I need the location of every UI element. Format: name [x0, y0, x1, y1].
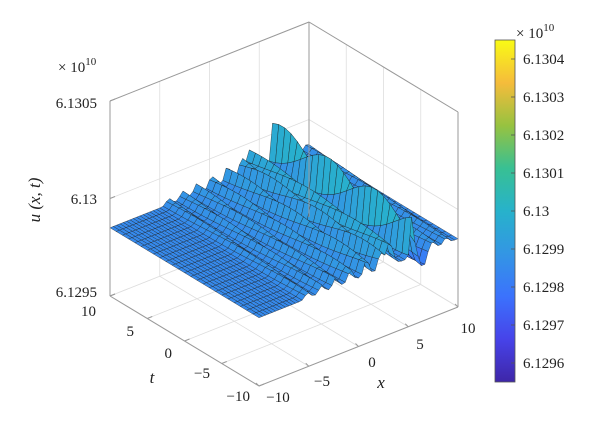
x-tick-label: 5	[416, 337, 424, 353]
z-axis-label: u (x, t)	[25, 177, 44, 222]
box-edge	[109, 21, 310, 102]
x-tick-label: −5	[314, 374, 330, 390]
z-tick-mark	[109, 98, 116, 102]
t-tick-label: 5	[127, 324, 135, 340]
t-tick-label: 10	[81, 304, 96, 320]
colorbar-tick-label: 6.1297	[523, 318, 565, 334]
z-tick-label: 6.1295	[56, 285, 97, 301]
surface-facet	[252, 312, 263, 318]
grid-line	[221, 284, 421, 364]
x-tick-mark	[454, 303, 459, 308]
t-tick-label: 0	[165, 346, 173, 362]
x-tick-mark	[355, 343, 359, 347]
t-axis-label: t	[150, 368, 156, 387]
colorbar-tick-label: 6.1303	[523, 90, 564, 106]
grid-line	[308, 119, 459, 210]
colorbar-tick-label: 6.1298	[523, 280, 564, 296]
axes-box	[109, 21, 459, 387]
colorbar-tick-label: 6.1304	[523, 52, 565, 68]
x-tick-label: 0	[368, 355, 376, 371]
x-tick-mark	[255, 382, 260, 387]
x-tick-mark	[404, 323, 409, 328]
t-tick-mark	[184, 338, 190, 342]
t-tick-mark	[109, 293, 116, 297]
z-tick-label: 6.13	[71, 192, 97, 208]
surface-mesh	[109, 123, 459, 318]
z-tick-label: 6.1305	[56, 96, 97, 112]
x-tick-label: −10	[266, 390, 289, 406]
t-tick-mark	[221, 361, 227, 364]
colorbar-tick-label: 6.1302	[523, 128, 564, 144]
box-edge	[308, 21, 459, 113]
z-multiplier: × 1010	[58, 56, 97, 76]
z-tick-mark	[109, 196, 116, 199]
colorbar-multiplier: × 1010	[516, 22, 555, 42]
colorbar-tick-label: 6.1301	[523, 166, 564, 182]
colorbar-tick-label: 6.13	[523, 204, 549, 220]
colorbar-tick-label: 6.1296	[523, 356, 565, 372]
x-tick-mark	[305, 362, 310, 367]
t-tick-label: −10	[227, 389, 250, 405]
x-axis-label: x	[376, 373, 385, 392]
colorbar-tick-label: 6.1299	[523, 242, 564, 258]
colorbar-ticks: 6.1296 6.1297 6.1298 6.1299 6.13 6.1301 6.1302…	[511, 52, 565, 372]
t-tick-mark	[258, 383, 265, 387]
t-tick-mark	[147, 316, 153, 319]
t-tick-label: −5	[194, 366, 210, 382]
x-tick-label: 10	[461, 321, 476, 337]
